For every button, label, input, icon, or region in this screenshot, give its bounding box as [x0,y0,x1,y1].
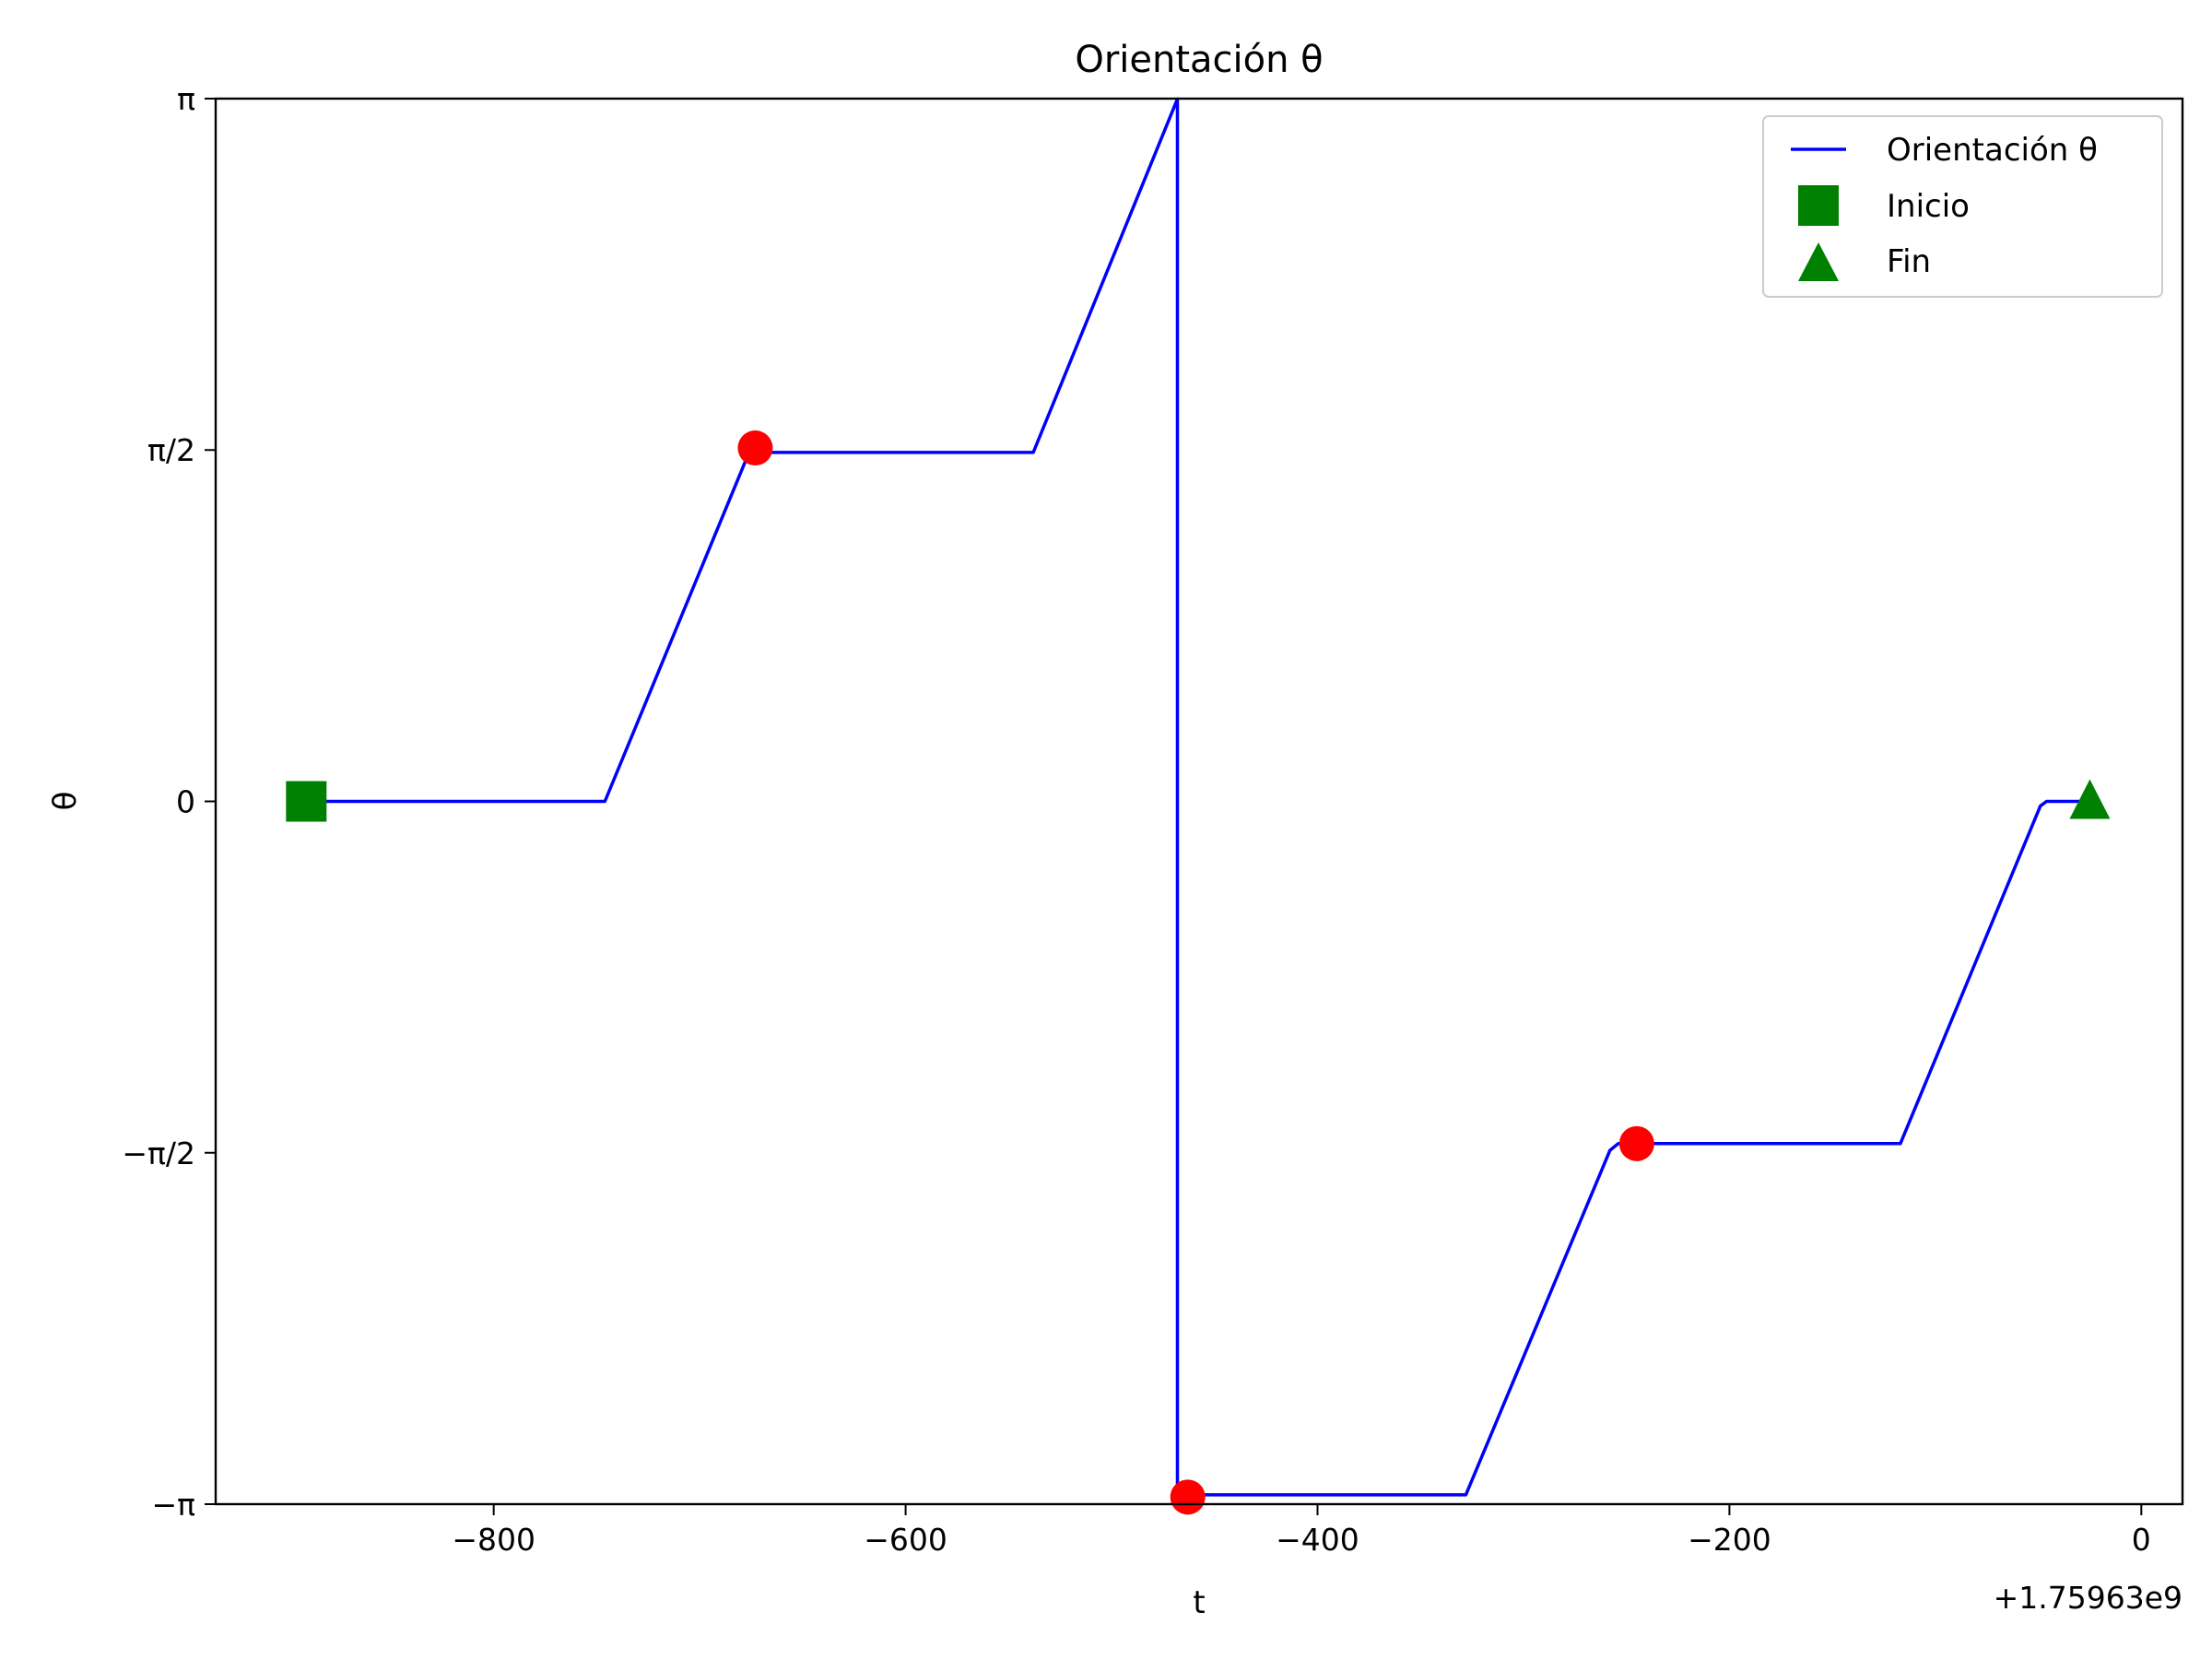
y-tick-label: π/2 [147,432,195,468]
y-tick-label: −π/2 [122,1135,195,1171]
x-axis-label: t [1193,1584,1205,1621]
x-tick-label: 0 [2132,1522,2151,1558]
plot-area [286,97,2111,1515]
x-tick-label: −200 [1688,1522,1771,1558]
legend-label-inicio: Inicio [1887,188,1970,225]
turn-point-marker [1618,1125,1654,1161]
legend-label-orientation: Orientación θ [1887,132,2098,169]
y-tick-label: −π [151,1487,195,1523]
orientation-line [306,97,2090,1506]
start-marker [286,781,327,822]
x-tick-label: −800 [452,1522,535,1558]
legend-label-fin: Fin [1887,243,1931,280]
axis-ticks: −800 −600 −400 −200 0 −π −π/2 0 π/2 π [122,81,2150,1558]
y-axis-label: θ [47,792,84,811]
legend-box [1762,115,2163,298]
y-tick-label: 0 [176,784,195,820]
end-marker [2069,779,2111,819]
turn-point-marker [737,430,773,466]
legend-square-marker [1798,185,1839,226]
turn-point-marker [1170,1479,1206,1515]
legend: Orientación θ Inicio Fin [1762,115,2163,298]
y-tick-label: π [177,81,195,117]
legend-triangle-marker [1798,242,1839,281]
x-tick-label: −600 [864,1522,947,1558]
x-tick-label: −400 [1276,1522,1359,1558]
x-axis-offset-label: +1.75963e9 [1994,1580,2183,1616]
chart-title: Orientación θ [1075,39,1323,81]
